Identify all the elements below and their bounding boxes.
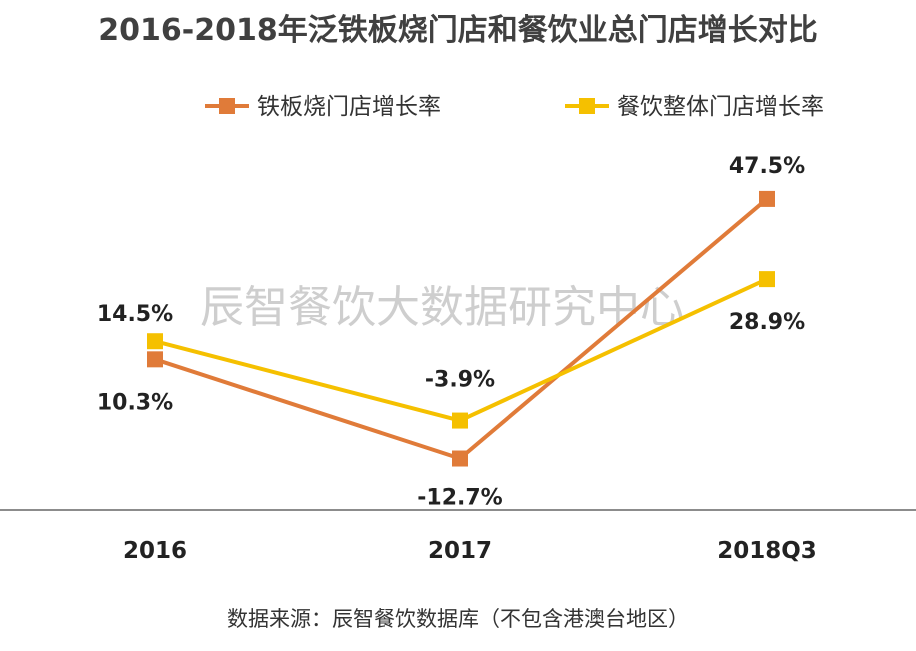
legend-label-2: 餐饮整体门店增长率 [617,94,824,120]
series-2-marker-2 [452,412,468,429]
watermark-layer: 辰智餐饮大数据研究中心 [200,282,684,333]
series-2-marker-3 [759,271,775,288]
legend-marker-2 [579,98,595,114]
series-1-label-1: 10.3% [97,390,173,415]
series-1-label-3: 47.5% [729,154,805,179]
watermark-text: 辰智餐饮大数据研究中心 [200,282,684,333]
plot-area: 10.3% -12.7% 47.5% 14.5% -3.9% 28.9% [97,154,805,511]
x-axis-ticks: 2016 2017 2018Q3 [123,538,817,564]
series-1-marker-1 [147,351,163,368]
x-tick-label-1: 2016 [123,538,187,564]
legend-label-1: 铁板烧门店增长率 [257,94,441,120]
chart-legend: 铁板烧门店增长率 餐饮整体门店增长率 [205,94,824,120]
series-1-label-2: -12.7% [417,486,502,511]
x-tick-label-3: 2018Q3 [717,538,817,564]
legend-marker-1 [219,98,235,114]
series-2-label-1: 14.5% [97,302,173,327]
series-2-label-2: -3.9% [425,368,495,393]
series-2-marker-1 [147,333,163,350]
series-1-marker-2 [452,450,468,467]
x-tick-label-2: 2017 [428,538,492,564]
chart-title: 2016-2018年泛铁板烧门店和餐饮业总门店增长对比 [98,13,817,48]
series-1-marker-3 [759,190,775,207]
series-2-label-3: 28.9% [729,310,805,335]
source-note: 数据来源：辰智餐饮数据库（不包含港澳台地区） [227,607,689,631]
